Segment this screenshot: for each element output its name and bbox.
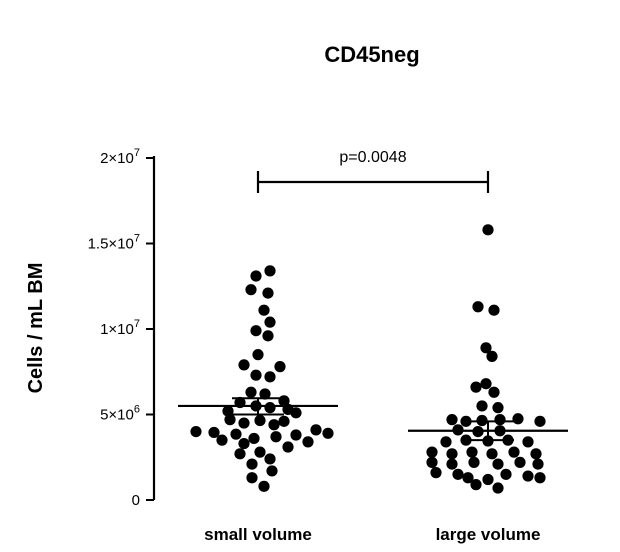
data-point — [262, 287, 274, 299]
data-point — [512, 413, 524, 425]
data-point — [522, 436, 534, 448]
data-point — [462, 472, 474, 484]
data-point — [508, 446, 520, 458]
data-point — [470, 381, 482, 393]
data-point — [482, 224, 494, 236]
data-point — [264, 371, 276, 383]
data-point — [264, 316, 276, 328]
y-tick-label: 1×107 — [100, 318, 140, 338]
data-point — [530, 448, 542, 460]
data-point — [238, 359, 250, 371]
chart-title: CD45neg — [324, 42, 419, 67]
data-point — [259, 388, 271, 400]
data-point — [492, 402, 504, 414]
data-point — [268, 419, 280, 431]
group-small-volume — [178, 265, 338, 492]
data-point — [248, 432, 260, 445]
y-tick-label: 0 — [132, 492, 140, 509]
x-category-label: large volume — [436, 525, 541, 544]
data-point — [230, 428, 242, 440]
data-point — [514, 456, 526, 468]
data-point — [468, 456, 480, 468]
data-point — [290, 429, 302, 441]
data-point — [258, 304, 270, 316]
data-point — [245, 284, 257, 296]
y-axis-label: Cells / mL BM — [25, 263, 47, 394]
data-point — [245, 386, 257, 398]
data-point — [488, 386, 500, 398]
data-point — [430, 467, 442, 479]
data-point — [246, 458, 258, 470]
data-point — [488, 304, 500, 316]
data-point — [290, 407, 302, 419]
data-point — [426, 446, 438, 458]
data-point — [270, 431, 282, 443]
data-point — [264, 453, 276, 465]
data-point — [264, 265, 276, 277]
data-point — [426, 456, 438, 468]
data-point — [500, 468, 512, 480]
data-point — [492, 458, 504, 470]
data-point — [224, 414, 236, 426]
data-point — [254, 446, 266, 458]
data-point — [494, 414, 506, 426]
data-point — [466, 446, 478, 458]
data-point — [486, 448, 498, 460]
data-point — [310, 424, 322, 436]
data-point — [264, 402, 276, 414]
data-point — [208, 426, 220, 439]
data-point — [446, 414, 458, 426]
significance-bracket: p=0.0048 — [256, 149, 490, 193]
data-point — [278, 415, 290, 427]
data-point — [254, 414, 266, 427]
data-point — [190, 426, 202, 438]
data-point — [216, 434, 228, 446]
data-point — [262, 330, 274, 342]
data-point — [486, 350, 498, 362]
p-value-label: p=0.0048 — [339, 149, 406, 166]
data-point — [480, 378, 492, 390]
data-point — [250, 325, 262, 337]
data-point — [322, 427, 334, 439]
data-point — [302, 436, 314, 448]
x-category-label: small volume — [204, 525, 312, 544]
data-point — [238, 437, 250, 450]
data-point — [282, 441, 294, 453]
data-point — [522, 470, 534, 482]
data-point — [258, 480, 270, 492]
data-point — [534, 415, 546, 427]
data-point — [234, 448, 246, 460]
data-point — [250, 369, 262, 381]
data-point — [476, 400, 488, 412]
data-point — [452, 468, 464, 480]
y-tick-label: 1.5×107 — [88, 233, 140, 253]
data-point — [440, 436, 452, 448]
data-point — [446, 458, 458, 470]
y-tick-label: 2×107 — [100, 147, 140, 167]
data-point — [274, 361, 286, 373]
data-point — [250, 270, 262, 282]
data-point — [222, 405, 234, 417]
data-point — [492, 482, 504, 494]
data-point — [472, 301, 484, 313]
y-tick-label: 5×106 — [100, 404, 140, 424]
data-point — [532, 458, 544, 470]
data-point — [482, 473, 494, 486]
data-point — [238, 417, 250, 429]
data-point — [534, 472, 546, 484]
group-large-volume — [408, 224, 568, 494]
data-point — [266, 465, 278, 477]
data-point — [252, 349, 264, 361]
data-point — [480, 342, 492, 354]
data-point — [470, 479, 482, 491]
data-point — [446, 448, 458, 460]
data-point — [246, 472, 258, 484]
